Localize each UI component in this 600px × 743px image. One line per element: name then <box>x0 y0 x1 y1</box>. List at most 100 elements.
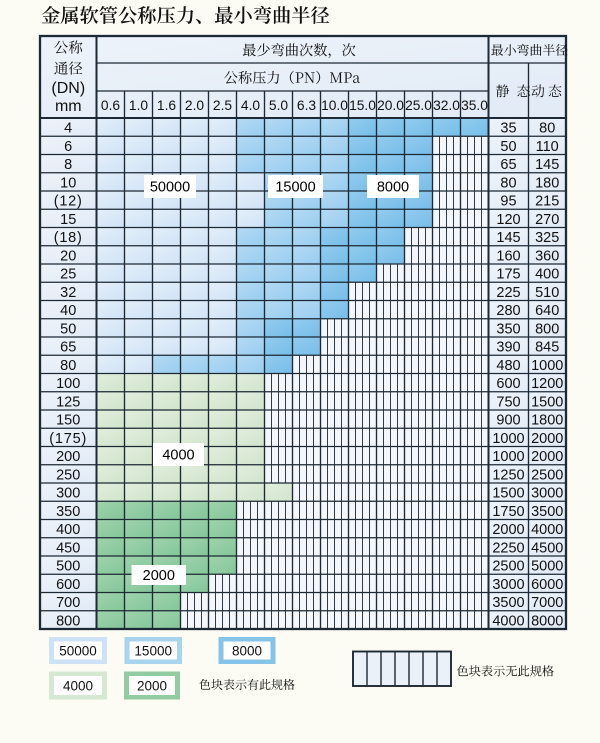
svg-text:65: 65 <box>500 157 516 173</box>
svg-text:480: 480 <box>496 358 520 374</box>
svg-text:1800: 1800 <box>531 413 563 429</box>
svg-text:2.0: 2.0 <box>185 98 205 113</box>
svg-text:510: 510 <box>535 285 559 301</box>
svg-text:750: 750 <box>496 394 520 410</box>
svg-text:125: 125 <box>56 394 80 410</box>
svg-text:2250: 2250 <box>492 540 524 556</box>
svg-text:5000: 5000 <box>531 559 563 575</box>
svg-text:1000: 1000 <box>492 431 524 447</box>
svg-text:8000: 8000 <box>377 180 409 196</box>
svg-text:32: 32 <box>60 285 76 301</box>
svg-text:180: 180 <box>535 175 559 191</box>
svg-text:250: 250 <box>56 467 80 483</box>
svg-text:10.0: 10.0 <box>321 98 348 113</box>
svg-text:325: 325 <box>535 230 559 246</box>
svg-text:110: 110 <box>536 139 559 155</box>
svg-text:50000: 50000 <box>150 180 190 196</box>
svg-text:2.5: 2.5 <box>213 98 233 113</box>
svg-text:35.0: 35.0 <box>461 98 488 113</box>
svg-text:2000: 2000 <box>531 431 563 447</box>
svg-text:15000: 15000 <box>275 180 315 196</box>
svg-text:80: 80 <box>60 358 76 374</box>
svg-text:2500: 2500 <box>492 559 524 575</box>
svg-text:160: 160 <box>496 248 520 264</box>
svg-text:350: 350 <box>56 504 80 520</box>
svg-text:4000: 4000 <box>492 613 524 629</box>
svg-text:4000: 4000 <box>531 522 563 538</box>
svg-text:1500: 1500 <box>531 394 563 410</box>
svg-text:15: 15 <box>60 212 76 228</box>
svg-text:3000: 3000 <box>531 486 563 502</box>
svg-text:1750: 1750 <box>492 504 524 520</box>
svg-text:640: 640 <box>535 303 559 319</box>
svg-text:175: 175 <box>496 267 520 283</box>
svg-text:400: 400 <box>535 267 559 283</box>
svg-text:300: 300 <box>56 486 80 502</box>
svg-text:150: 150 <box>56 413 80 429</box>
svg-text:2000: 2000 <box>492 522 524 538</box>
svg-text:600: 600 <box>496 376 520 392</box>
svg-text:500: 500 <box>56 559 80 575</box>
svg-text:4000: 4000 <box>162 448 194 464</box>
svg-text:280: 280 <box>496 303 520 319</box>
svg-text:65: 65 <box>60 340 76 356</box>
svg-text:1.0: 1.0 <box>129 98 149 113</box>
svg-text:25.0: 25.0 <box>405 98 432 113</box>
svg-text:400: 400 <box>56 522 80 538</box>
svg-text:145: 145 <box>535 157 559 173</box>
svg-text:(DN): (DN) <box>51 80 85 97</box>
svg-text:360: 360 <box>535 248 559 264</box>
svg-text:2500: 2500 <box>531 467 563 483</box>
svg-text:32.0: 32.0 <box>433 98 460 113</box>
svg-text:3500: 3500 <box>531 504 563 520</box>
svg-text:95: 95 <box>500 194 516 210</box>
svg-text:1200: 1200 <box>531 376 563 392</box>
svg-text:200: 200 <box>56 449 80 465</box>
svg-text:215: 215 <box>535 194 559 210</box>
svg-text:8000: 8000 <box>232 643 262 658</box>
svg-text:270: 270 <box>535 212 559 228</box>
svg-text:40: 40 <box>60 303 76 319</box>
svg-text:80: 80 <box>539 121 555 137</box>
svg-text:8: 8 <box>64 157 72 173</box>
svg-text:3500: 3500 <box>492 595 524 611</box>
svg-text:(18): (18) <box>54 230 83 246</box>
svg-text:15.0: 15.0 <box>349 98 376 113</box>
svg-text:6: 6 <box>64 139 72 155</box>
svg-text:0.6: 0.6 <box>101 98 121 113</box>
svg-text:800: 800 <box>56 613 80 629</box>
svg-text:700: 700 <box>56 595 80 611</box>
svg-text:mm: mm <box>55 98 82 115</box>
svg-text:600: 600 <box>56 577 80 593</box>
svg-text:2000: 2000 <box>531 449 563 465</box>
svg-text:15000: 15000 <box>134 643 172 658</box>
svg-text:900: 900 <box>496 413 520 429</box>
svg-text:35: 35 <box>500 121 516 137</box>
svg-text:8000: 8000 <box>531 613 563 629</box>
svg-text:4000: 4000 <box>63 678 93 693</box>
svg-text:4.0: 4.0 <box>241 98 261 113</box>
svg-text:10: 10 <box>60 175 76 191</box>
svg-text:20.0: 20.0 <box>377 98 404 113</box>
svg-text:1000: 1000 <box>531 358 563 374</box>
svg-text:120: 120 <box>496 212 520 228</box>
svg-text:6000: 6000 <box>531 577 563 593</box>
svg-text:1.6: 1.6 <box>157 98 177 113</box>
svg-text:1250: 1250 <box>492 467 524 483</box>
svg-text:5.0: 5.0 <box>269 98 289 113</box>
svg-text:1500: 1500 <box>492 486 524 502</box>
svg-text:800: 800 <box>535 321 559 337</box>
svg-text:2000: 2000 <box>137 678 167 693</box>
svg-text:6.3: 6.3 <box>297 98 317 113</box>
svg-text:3000: 3000 <box>492 577 524 593</box>
svg-text:100: 100 <box>56 376 80 392</box>
svg-text:390: 390 <box>496 340 520 356</box>
svg-text:20: 20 <box>60 248 76 264</box>
svg-text:50: 50 <box>60 321 76 337</box>
svg-text:350: 350 <box>496 321 520 337</box>
svg-text:(12): (12) <box>54 194 83 210</box>
svg-text:225: 225 <box>496 285 520 301</box>
svg-text:50000: 50000 <box>59 643 97 658</box>
svg-text:4500: 4500 <box>531 540 563 556</box>
svg-text:4: 4 <box>64 121 72 137</box>
